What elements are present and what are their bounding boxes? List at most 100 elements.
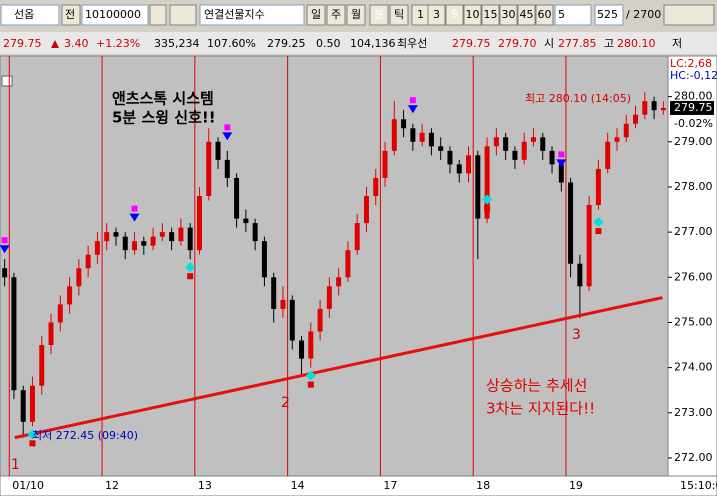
period-button[interactable] [306, 4, 326, 26]
candle-body [419, 132, 425, 142]
time-axis [0, 475, 717, 496]
search-button[interactable] [149, 4, 167, 26]
sound-button[interactable] [169, 4, 197, 26]
sell-signal [409, 97, 416, 104]
candle-body [521, 141, 527, 160]
period: 주 [331, 8, 341, 21]
candle-body [141, 241, 147, 246]
buy-mark [484, 205, 491, 212]
name: 연결선물지수 [204, 8, 265, 21]
minute-button[interactable] [445, 4, 464, 26]
wave-label: 1 [11, 457, 20, 473]
open: 277.85 [558, 37, 597, 50]
x-tick-label: 14 [291, 479, 305, 492]
candle-body [196, 196, 202, 251]
wave-label: 2 [281, 395, 290, 411]
system-title: 5분 스윙 신호!! [112, 109, 216, 127]
x-tick-label: 19 [569, 479, 583, 492]
candle-body [280, 299, 286, 309]
note: 상승하는 추세선 [486, 377, 587, 395]
candle-body [568, 182, 574, 264]
prev-price: 279.25 [267, 37, 306, 50]
y-tick-label: 275.00 [674, 315, 713, 328]
candle-body [178, 227, 184, 242]
last-price: 279.75 [674, 101, 713, 114]
minute: 30 [502, 8, 516, 21]
candle-body [169, 232, 175, 242]
tool-icons[interactable] [663, 4, 715, 26]
minute-button[interactable] [517, 4, 536, 26]
candle-body [252, 223, 258, 242]
note: 3차는 지지된다!! [486, 400, 595, 418]
x-tick-label: 17 [383, 479, 397, 492]
candle-body [447, 150, 453, 165]
minute-button[interactable] [463, 4, 482, 26]
candle-body [595, 168, 601, 206]
candle-body [271, 277, 277, 309]
candle-body [577, 263, 583, 287]
buy-signal [305, 370, 316, 381]
open-interest: 104,136 [350, 37, 396, 50]
candle-body [382, 150, 388, 178]
code-input[interactable] [81, 4, 149, 26]
candle-body [484, 146, 490, 219]
sell-signal [224, 124, 231, 131]
name-box [199, 4, 305, 26]
sell-arrow [556, 159, 567, 168]
candle-body [438, 146, 444, 151]
candle-body [11, 277, 17, 391]
prev-button[interactable] [61, 4, 81, 26]
candle-body [187, 227, 193, 251]
rate: +1.23% [96, 37, 140, 50]
buy-mark [307, 381, 314, 388]
period-button[interactable] [326, 4, 346, 26]
candle-body [605, 141, 611, 169]
minute-button[interactable] [481, 4, 500, 26]
sell-arrow [0, 245, 10, 254]
candle-body [623, 123, 629, 138]
minute: 45 [520, 8, 534, 21]
minute: 3 [433, 8, 440, 21]
minute: 60 [538, 8, 552, 21]
minute-button[interactable] [535, 4, 554, 26]
candle-body [76, 268, 82, 287]
chart-toggle[interactable] [1, 75, 13, 87]
candle-body [558, 164, 564, 183]
minute: 10 [466, 8, 480, 21]
plot-area [0, 55, 669, 477]
system-title: 앤츠스톡 시스템 [112, 90, 214, 108]
y-tick-label: 272.00 [674, 451, 713, 464]
period-button[interactable] [389, 4, 409, 26]
change: 3.40 [64, 37, 89, 50]
sell-arrow [129, 213, 140, 222]
candle-body [540, 137, 546, 151]
minute-button[interactable] [499, 4, 518, 26]
market-select[interactable] [0, 4, 60, 26]
high-label: 최고 280.10 (14:05) [525, 92, 631, 105]
interval-input[interactable] [554, 4, 592, 26]
period-button[interactable] [369, 4, 389, 26]
open-label: 시 [544, 37, 554, 50]
candle-body [150, 236, 156, 246]
sell-arrow [222, 132, 233, 141]
candle-body [299, 340, 305, 359]
y-tick-label: 278.00 [674, 180, 713, 193]
candle-body [57, 304, 63, 323]
count-input[interactable] [594, 4, 624, 26]
candle-body [633, 114, 639, 124]
candle-body [243, 218, 249, 224]
candle-body [67, 286, 73, 305]
candle-body [215, 141, 221, 160]
sell-signal [1, 237, 8, 244]
candle-body [20, 390, 26, 422]
candle-body [39, 345, 45, 386]
y-tick-label: 274.00 [674, 361, 713, 374]
y-tick-label: 279.00 [674, 135, 713, 148]
period: 분 [374, 8, 384, 21]
minute-button[interactable] [427, 4, 446, 26]
candle-body [48, 322, 54, 346]
wave-label: 3 [572, 327, 581, 343]
period-button[interactable] [346, 4, 366, 26]
candle-body [85, 254, 91, 269]
price: 279.75 [3, 37, 42, 50]
